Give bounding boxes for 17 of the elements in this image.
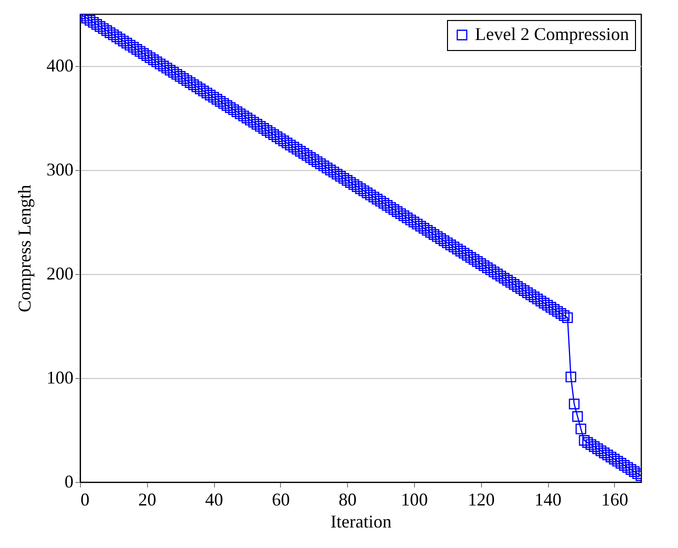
legend-label: Level 2 Compression — [475, 24, 629, 44]
y-tick-label: 300 — [46, 160, 74, 180]
y-tick-label: 0 — [64, 472, 74, 492]
x-tick-label: 0 — [80, 490, 90, 510]
x-axis-title: Iteration — [330, 512, 392, 532]
x-tick-label: 160 — [601, 490, 628, 510]
y-tick-label: 200 — [46, 264, 74, 284]
x-tick-label: 100 — [400, 490, 428, 510]
x-tick-label: 80 — [338, 490, 357, 510]
y-tick-label: 400 — [46, 56, 74, 76]
x-tick-label: 40 — [205, 490, 224, 510]
x-tick-label: 20 — [138, 490, 156, 510]
x-tick-label: 60 — [272, 490, 290, 510]
x-tick-label: 140 — [534, 490, 562, 510]
x-tick-label: 120 — [468, 490, 495, 510]
y-axis-title: Compress Length — [14, 184, 34, 312]
y-tick-label: 100 — [46, 368, 74, 388]
